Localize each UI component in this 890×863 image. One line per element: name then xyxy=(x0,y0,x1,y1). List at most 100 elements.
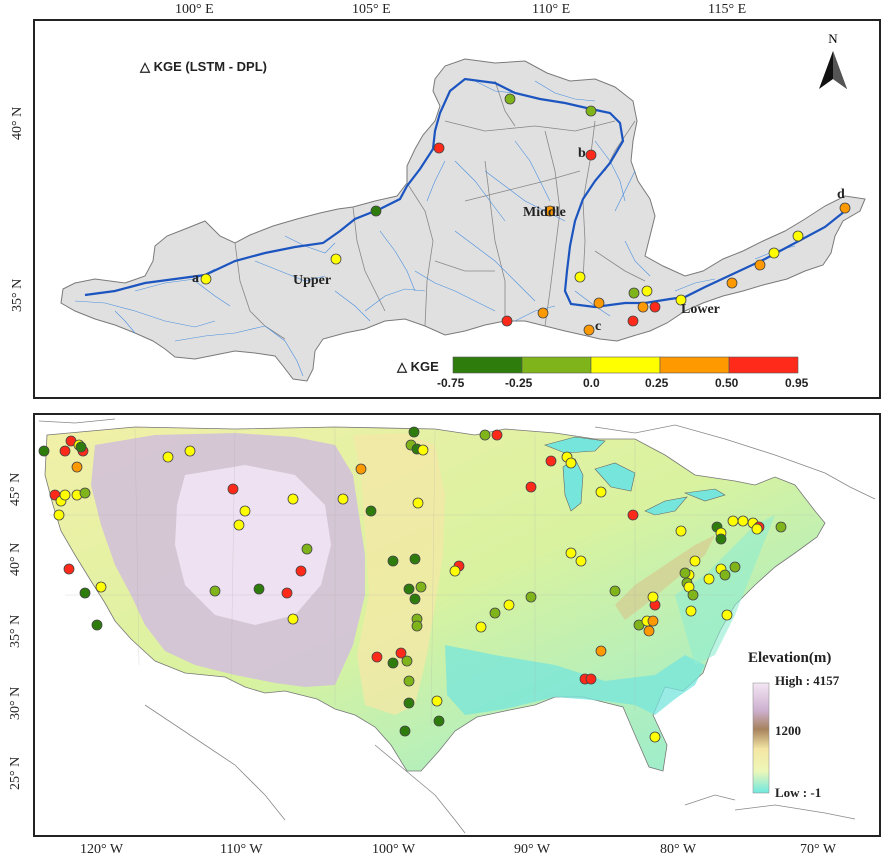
conus-gauge-point-84 xyxy=(689,555,701,567)
conus-gauge-point-14 xyxy=(79,587,91,599)
gauge-point-5 xyxy=(585,105,597,117)
top-lon-tick-0: 100° E xyxy=(175,2,214,17)
conus-gauge-point-88 xyxy=(737,515,749,527)
elevation-legend-high: High : 4157 xyxy=(775,673,840,688)
conus-gauge-point-48 xyxy=(399,725,411,737)
elevation-legend-title: Elevation(m) xyxy=(748,650,832,666)
gauge-point-2 xyxy=(370,205,382,217)
conus-gauge-point-78 xyxy=(647,591,659,603)
conus-gauge-point-44 xyxy=(371,651,383,663)
conus-gauge-point-43 xyxy=(387,657,399,669)
gauge-point-20 xyxy=(754,259,766,271)
conus-gauge-point-25 xyxy=(253,583,265,595)
conus-gauge-point-32 xyxy=(408,426,420,438)
conus-gauge-point-56 xyxy=(491,429,503,441)
conus-gauge-point-7 xyxy=(59,489,71,501)
conus-gauge-point-67 xyxy=(575,555,587,567)
conus-gauge-point-20 xyxy=(233,519,245,531)
bottom-lon-tick-2: 100° W xyxy=(372,842,416,857)
region-label-middle: Middle xyxy=(523,205,566,220)
gauge-point-4 xyxy=(504,93,516,105)
bottom-lat-tick-2: 35° N xyxy=(8,614,23,648)
conus-gauge-point-23 xyxy=(301,543,313,555)
conus-gauge-point-65 xyxy=(595,486,607,498)
conus-gauge-point-10 xyxy=(71,461,83,473)
conus-gauge-point-37 xyxy=(387,555,399,567)
conus-gauge-point-46 xyxy=(401,655,413,667)
basin-outline xyxy=(60,58,866,382)
conus-gauge-point-85 xyxy=(679,567,691,579)
conus-gauge-point-0 xyxy=(38,445,50,457)
kge-legend xyxy=(452,356,799,374)
top-lon-tick-3: 115° E xyxy=(708,2,747,17)
legend-swatch-1 xyxy=(521,356,592,374)
conus-gauge-point-29 xyxy=(355,463,367,475)
conus-gauge-point-40 xyxy=(403,583,415,595)
gauge-point-3 xyxy=(433,142,445,154)
elevation-legend-low: Low : -1 xyxy=(775,785,822,800)
conus-gauge-point-66 xyxy=(565,547,577,559)
legend-swatch-0 xyxy=(452,356,523,374)
conus-gauge-point-9 xyxy=(53,509,65,521)
conus-gauge-point-59 xyxy=(525,591,537,603)
country-borders xyxy=(38,418,876,834)
conus-gauge-point-51 xyxy=(411,620,423,632)
top-lon-tick-1: 105° E xyxy=(352,2,391,17)
gauge-point-9 xyxy=(501,315,513,327)
conus-gauge-point-21 xyxy=(239,505,251,517)
top-lat-tick-0: 40° N xyxy=(10,106,25,140)
gauge-point-18 xyxy=(675,294,687,306)
conus-gauge-point-15 xyxy=(95,581,107,593)
legend-break-5: 0.95 xyxy=(785,376,809,390)
yellow-river-map-panel: N △ KGE (LSTM - DPL) Upper Middle Lower … xyxy=(33,19,881,399)
conus-gauge-point-91 xyxy=(751,523,763,535)
gauge-point-17 xyxy=(583,324,595,336)
conus-gauge-point-16 xyxy=(91,619,103,631)
elevation-legend-mid: 1200 xyxy=(775,723,801,738)
gauge-point-8 xyxy=(574,271,586,283)
conus-gauge-point-96 xyxy=(685,605,697,617)
bottom-lat-tick-4: 25° N xyxy=(8,756,23,790)
conus-gauge-point-31 xyxy=(365,505,377,517)
conus-gauge-point-99 xyxy=(729,561,741,573)
conus-gauge-point-68 xyxy=(609,585,621,597)
point-label-b: b xyxy=(578,146,586,161)
point-label-d: d xyxy=(837,187,845,202)
legend-swatch-3 xyxy=(659,356,730,374)
conus-gauge-point-61 xyxy=(545,455,557,467)
conus-gauge-point-52 xyxy=(403,675,415,687)
legend-break-2: 0.0 xyxy=(583,376,600,390)
conus-gauge-point-60 xyxy=(503,599,515,611)
top-gauge-points xyxy=(200,93,851,336)
legend-swatch-2 xyxy=(590,356,661,374)
legend-break-0: -0.75 xyxy=(437,376,465,390)
conus-gauge-point-38 xyxy=(409,553,421,565)
gauge-point-22 xyxy=(792,230,804,242)
conus-gauge-point-47 xyxy=(403,697,415,709)
conus-gauge-point-71 xyxy=(585,673,597,685)
bottom-lon-tick-4: 80° W xyxy=(660,842,697,857)
map-title: △ KGE (LSTM - DPL) xyxy=(140,59,267,74)
bottom-lat-tick-1: 40° N xyxy=(8,542,23,576)
conus-gauge-point-35 xyxy=(417,444,429,456)
conus-gauge-point-58 xyxy=(489,607,501,619)
legend-break-4: 0.50 xyxy=(715,376,739,390)
conus-gauge-point-64 xyxy=(565,457,577,469)
legend-break-1: -0.25 xyxy=(505,376,533,390)
gauge-point-11 xyxy=(593,297,605,309)
conus-gauge-point-36 xyxy=(412,497,424,509)
conus-gauge-point-77 xyxy=(643,625,655,637)
conus-elevation-map-panel: Elevation(m) High : 4157 1200 Low : -1 xyxy=(33,413,881,837)
main-river xyxy=(84,77,846,309)
conus-gauge-point-19 xyxy=(227,483,239,495)
state-lines xyxy=(49,428,815,726)
gauge-point-19 xyxy=(726,277,738,289)
elevation-legend-bar xyxy=(752,682,770,794)
appalachians xyxy=(615,535,715,620)
bottom-lat-tick-3: 30° N xyxy=(8,686,23,720)
conus-gauge-point-57 xyxy=(475,621,487,633)
region-label-lower: Lower xyxy=(681,302,720,317)
gauge-point-7 xyxy=(544,205,556,217)
gauge-point-14 xyxy=(637,301,649,313)
conus-gauge-point-18 xyxy=(184,445,196,457)
